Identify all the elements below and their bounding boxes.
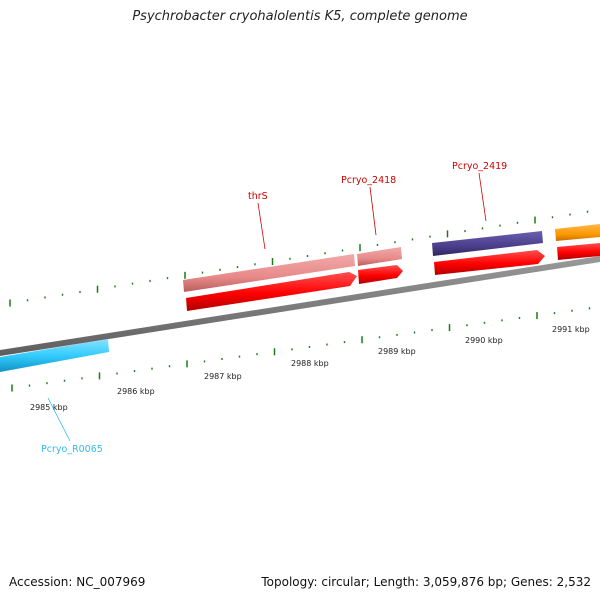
rna-pcryo-r0065-bar[interactable] xyxy=(0,339,109,372)
gene-orange-bar[interactable] xyxy=(555,224,600,241)
cds-arrow-pcryo-2418[interactable] xyxy=(358,265,403,284)
cds-arrow-thrs[interactable] xyxy=(186,272,357,311)
cds-arrow-pcryo-2419[interactable] xyxy=(434,250,545,275)
gene-label-pcryo-r0065[interactable]: Pcryo_R0065 xyxy=(41,444,103,455)
gene-pcryo-2418-bar[interactable] xyxy=(357,247,402,266)
scale-label: 2990 kbp xyxy=(465,336,503,345)
gene-label-pcryo-2418[interactable]: Pcryo_2418 xyxy=(341,175,396,186)
gene-pcryo-2419-bar[interactable] xyxy=(432,231,543,256)
scale-label: 2985 kbp xyxy=(30,403,68,412)
scale-label: 2991 kbp xyxy=(552,325,590,334)
leader-pcryo-r0065 xyxy=(47,397,71,442)
leader-pcryo-2419 xyxy=(478,172,487,222)
gene-thrs-bar[interactable] xyxy=(183,254,355,292)
genome-summary-text: Topology: circular; Length: 3,059,876 bp… xyxy=(261,575,591,589)
gene-label-pcryo-2419[interactable]: Pcryo_2419 xyxy=(452,161,507,172)
leader-thrs xyxy=(257,202,266,250)
scale-label: 2986 kbp xyxy=(117,387,155,396)
scale-label: 2989 kbp xyxy=(378,347,416,356)
map-title: Psychrobacter cryohalolentis K5, complet… xyxy=(132,9,468,24)
genome-backbone xyxy=(0,256,600,356)
scale-label: 2988 kbp xyxy=(291,359,329,368)
gene-label-thrs[interactable]: thrS xyxy=(248,191,268,202)
scale-label: 2987 kbp xyxy=(204,372,242,381)
inner-tick-ring xyxy=(11,307,591,392)
outer-tick-ring xyxy=(9,210,589,307)
cds-arrow-right-edge[interactable] xyxy=(557,243,600,260)
leader-pcryo-2418 xyxy=(369,186,377,236)
accession-text: Accession: NC_007969 xyxy=(9,575,146,589)
